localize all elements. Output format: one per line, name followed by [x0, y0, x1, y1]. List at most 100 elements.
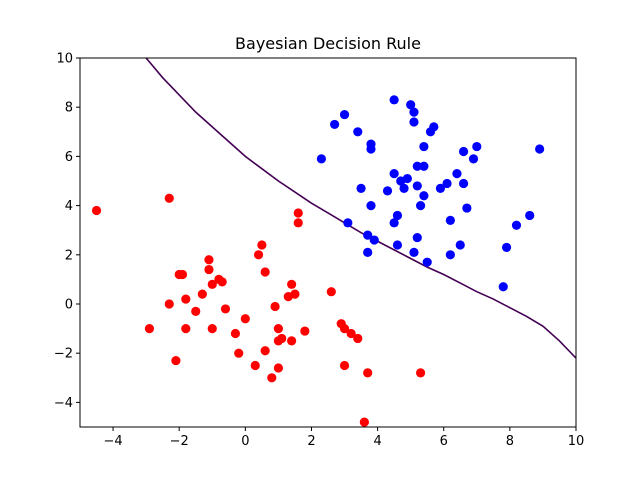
blue-point: [356, 183, 366, 193]
red-point: [359, 417, 369, 427]
blue-point: [511, 220, 522, 230]
plot-frame: [79, 57, 577, 428]
blue-point: [455, 240, 465, 250]
red-point: [363, 368, 373, 378]
blue-point: [409, 117, 419, 127]
x-tick-label: 2: [307, 434, 315, 449]
red-point: [204, 264, 214, 275]
blue-point: [330, 119, 340, 130]
red-point: [260, 346, 270, 356]
y-tick-label: 2: [65, 248, 73, 263]
red-point: [171, 355, 181, 366]
blue-point: [389, 95, 399, 105]
red-point: [164, 193, 174, 203]
blue-point: [472, 141, 482, 152]
blue-point: [363, 230, 373, 240]
red-point: [293, 218, 303, 228]
blue-point: [366, 201, 376, 211]
blue-point: [429, 122, 439, 132]
red-point: [273, 324, 283, 334]
blue-point: [343, 218, 353, 228]
decision-boundary-layer: [145, 58, 576, 359]
red-point: [353, 333, 363, 344]
red-point: [260, 267, 270, 277]
red-point: [250, 360, 260, 371]
blue-point: [468, 154, 479, 164]
red-point: [197, 289, 207, 299]
red-point: [177, 269, 188, 280]
y-tick-label: −2: [54, 347, 73, 362]
x-tick-label: −4: [103, 434, 122, 449]
red-point: [220, 304, 231, 314]
blue-point: [392, 240, 403, 250]
red-point: [240, 314, 250, 324]
blue-point: [339, 109, 350, 120]
blue-point: [392, 210, 403, 221]
blue-point: [369, 235, 379, 245]
red-point: [270, 301, 280, 312]
red-point: [273, 336, 283, 346]
blue-point: [442, 178, 452, 189]
red-point: [290, 289, 300, 299]
red-point: [287, 336, 297, 346]
y-tick-label: 0: [65, 298, 73, 313]
x-tick-label: 8: [506, 434, 514, 449]
y-tick-label: 10: [56, 52, 73, 67]
blue-point: [353, 127, 363, 137]
blue-point: [419, 141, 429, 152]
blue-point: [415, 201, 426, 211]
blue-point: [363, 247, 373, 257]
blue-point: [406, 100, 416, 110]
blue-point: [498, 282, 508, 292]
red-point: [300, 326, 310, 336]
blue-point: [389, 218, 399, 228]
y-tick-label: 6: [65, 150, 73, 165]
red-point: [339, 324, 350, 334]
red-point: [234, 348, 244, 358]
blue-point: [535, 144, 545, 154]
x-tick-label: 0: [241, 434, 249, 449]
decision-boundary-curve: [145, 58, 576, 359]
axes-layer: −4 −2 0 2 4 6 8 10 −4 −2 0 2 4 6 8 10: [54, 52, 584, 450]
points-layer: [91, 95, 545, 427]
blue-point: [435, 183, 446, 193]
x-tick-label: 10: [568, 434, 585, 449]
blue-point: [419, 191, 429, 201]
blue-point: [316, 154, 326, 164]
blue-point: [366, 144, 376, 154]
red-point: [181, 294, 191, 304]
red-point: [230, 328, 241, 339]
red-point: [415, 368, 426, 378]
red-point: [191, 306, 201, 316]
red-point: [346, 328, 356, 339]
red-point: [164, 299, 174, 309]
blue-point: [501, 242, 512, 253]
red-point: [91, 205, 102, 216]
y-tick-label: 8: [65, 101, 73, 116]
red-point: [253, 250, 264, 260]
red-point: [287, 279, 297, 289]
red-point: [144, 324, 155, 334]
red-point: [293, 208, 303, 218]
blue-point: [402, 173, 412, 184]
y-tick-label: −4: [54, 396, 73, 411]
x-tick-label: 6: [440, 434, 448, 449]
blue-point: [445, 250, 455, 260]
y-tick-label: 4: [65, 199, 73, 214]
blue-point: [422, 257, 432, 267]
red-point: [204, 255, 214, 265]
red-point: [267, 373, 277, 383]
red-point: [326, 287, 336, 297]
blue-point: [458, 178, 469, 189]
red-point: [217, 277, 227, 287]
blue-point: [525, 210, 535, 221]
blue-point: [382, 186, 393, 196]
blue-point: [412, 232, 422, 243]
red-point: [257, 240, 267, 250]
blue-point: [419, 161, 429, 171]
red-point: [273, 363, 283, 373]
red-point: [207, 279, 217, 289]
blue-point: [412, 181, 422, 191]
